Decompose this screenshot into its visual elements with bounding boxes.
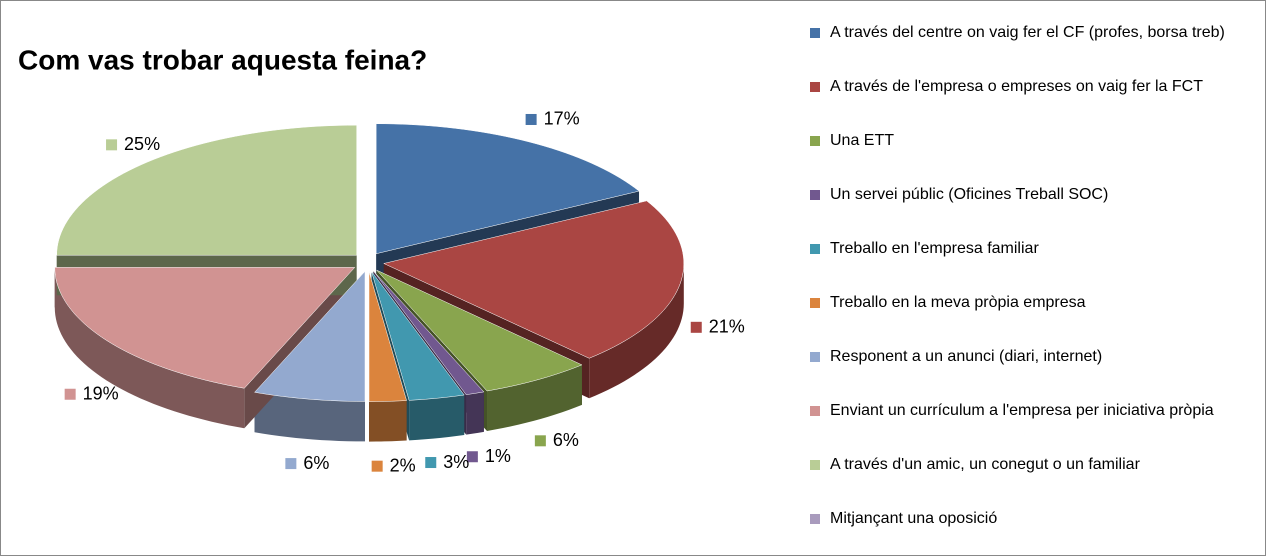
slice [56,124,357,256]
data-label: 17% [544,109,580,129]
legend-label: Treballo en la meva pròpia empresa [830,294,1086,311]
data-label: 2% [390,455,416,475]
legend-label: Mitjançant una oposició [830,510,998,527]
legend-label: Treballo en l'empresa familiar [830,240,1039,257]
label-marker [534,435,546,447]
slice-wall [466,391,484,435]
legend-item: Treballo en la meva pròpia empresa [810,292,1260,314]
legend-item: A través de l'empresa o empreses on vaig… [810,76,1260,98]
slice-wall [409,395,465,441]
labels: 17% 21% 6% 1% 3% 2% 6% 19% 25% [64,109,745,475]
data-label: 21% [709,317,745,337]
legend-swatch [810,298,820,308]
legend-item: Treballo en l'empresa familiar [810,238,1260,260]
slice-wall [54,267,245,429]
legend-item: Enviant un currículum a l'empresa per in… [810,400,1260,422]
data-label: 1% [485,446,511,466]
label-marker [371,460,383,472]
slice-wall [589,263,684,399]
label-marker [466,451,478,463]
slice [368,271,407,402]
legend-label: Una ETT [830,132,895,149]
data-label: 3% [443,452,469,472]
slice-wall [487,364,582,431]
legend-swatch [810,28,820,38]
label-marker [525,113,537,125]
slice [375,123,640,255]
slice [371,271,465,401]
legend-item: Un servei públic (Oficines Treball SOC) [810,184,1260,206]
data-label: 19% [83,383,119,403]
legend-item: Mitjançant una oposició [810,508,1260,530]
legend-item: Responent a un anunci (diari, internet) [810,346,1260,368]
label-marker [285,458,297,470]
legend-swatch [810,460,820,470]
legend-swatch [810,190,820,200]
legend-label: A través del centre on vaig fer el CF (p… [830,24,1225,41]
legend-swatch [810,82,820,92]
slice [383,200,685,359]
label-marker [690,321,702,333]
data-label: 6% [303,453,329,473]
legend-swatch [810,244,820,254]
legend-label: A través d'un amic, un conegut o un fami… [830,456,1140,473]
legend-swatch [810,406,820,416]
slice [254,270,366,402]
legend-label: Un servei públic (Oficines Treball SOC) [830,186,1109,203]
legend-label: Enviant un currículum a l'empresa per in… [830,402,1214,419]
legend-swatch [810,352,820,362]
chart-title: Com vas trobar aquesta feina? [18,44,427,75]
slice [376,269,583,392]
legend-label: Responent a un anunci (diari, internet) [830,348,1103,365]
label-marker [425,457,437,469]
tops [54,122,685,402]
slice [54,267,356,389]
data-label: 6% [553,430,579,450]
legend-swatch [810,136,820,146]
slice [373,270,485,395]
legend-swatch [810,514,820,524]
slice-wall [254,392,366,442]
legend-label: A través de l'empresa o empreses on vaig… [830,78,1203,95]
label-marker [64,388,76,400]
slice-wall [369,400,407,442]
legend-item: Una ETT [810,130,1260,152]
legend-item: A través del centre on vaig fer el CF (p… [810,22,1260,44]
label-marker [106,139,118,151]
data-label: 25% [124,134,160,154]
legend-item: A través d'un amic, un conegut o un fami… [810,454,1260,476]
